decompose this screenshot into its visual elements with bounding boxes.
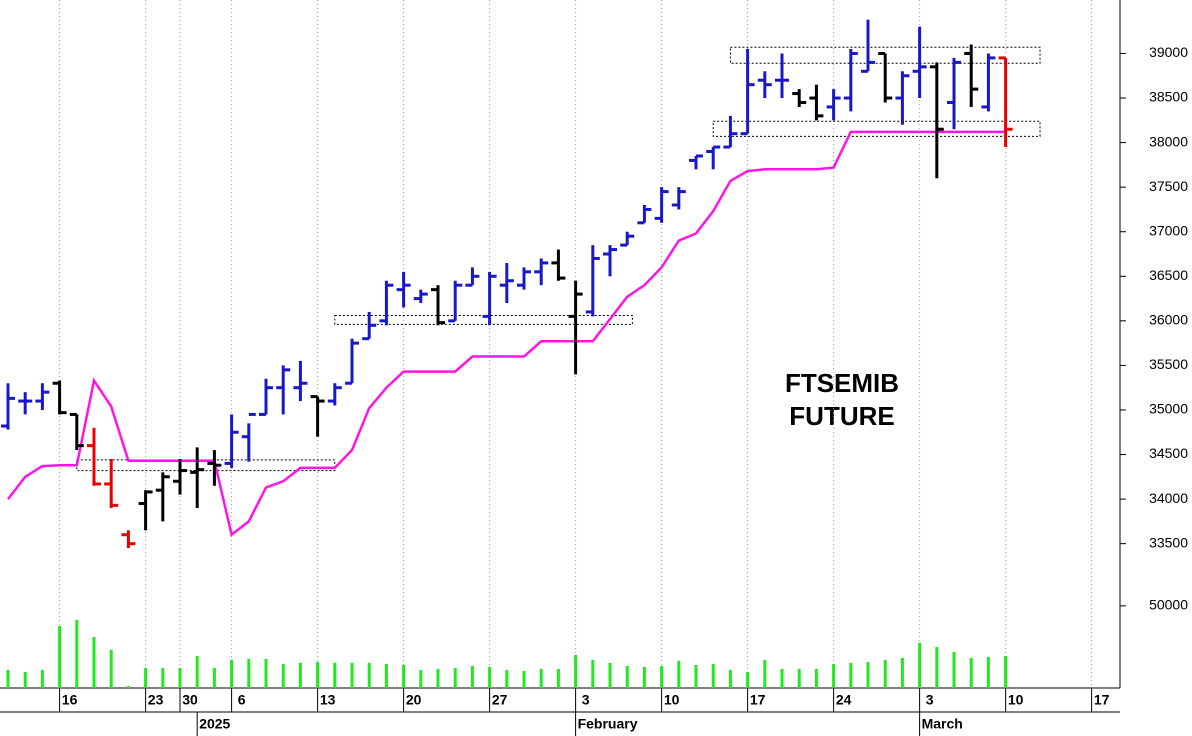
volume-bar xyxy=(350,662,354,688)
volume-bar xyxy=(969,657,973,688)
month-label: 2025 xyxy=(199,716,230,732)
volume-bar xyxy=(178,667,182,688)
volume-bar xyxy=(797,668,801,688)
y-tick-label: 36500 xyxy=(1149,267,1188,283)
y-tick-label: 33500 xyxy=(1149,534,1188,550)
volume-bar xyxy=(694,665,698,688)
volume-bar xyxy=(58,625,62,688)
volume-bar xyxy=(264,658,268,688)
volume-bar xyxy=(522,670,526,688)
volume-bar xyxy=(832,664,836,688)
month-label: February xyxy=(578,716,638,732)
volume-bar xyxy=(556,668,560,688)
volume-bar xyxy=(935,646,939,688)
chart-title: FUTURE xyxy=(789,401,894,431)
volume-bar xyxy=(780,668,784,688)
volume-bar xyxy=(470,665,474,688)
x-tick-label: 30 xyxy=(182,692,198,708)
x-tick-label: 24 xyxy=(836,692,852,708)
volume-bar xyxy=(281,664,285,688)
y-tick-label: 36000 xyxy=(1149,312,1188,328)
volume-bar xyxy=(75,619,79,688)
price-zone xyxy=(712,120,1041,137)
volume-bar xyxy=(40,669,44,688)
volume-bar xyxy=(6,669,10,688)
y-tick-label: 38500 xyxy=(1149,89,1188,105)
volume-bar xyxy=(900,657,904,688)
volume-bar xyxy=(230,659,234,688)
volume-bar xyxy=(574,654,578,688)
volume-bar xyxy=(763,659,767,688)
y-tick-label: 38000 xyxy=(1149,133,1188,149)
volume-bar xyxy=(952,651,956,688)
volume-bar xyxy=(505,669,509,688)
volume-bar xyxy=(711,664,715,688)
x-tick-label: 3 xyxy=(582,692,590,708)
x-tick-label: 27 xyxy=(492,692,508,708)
x-tick-label: 10 xyxy=(664,692,680,708)
x-tick-label: 6 xyxy=(238,692,246,708)
volume-bar xyxy=(986,656,990,688)
volume-bar xyxy=(849,662,853,688)
x-tick-label: 23 xyxy=(148,692,164,708)
x-tick-label: 10 xyxy=(1008,692,1024,708)
x-tick-label: 16 xyxy=(62,692,78,708)
volume-bar xyxy=(402,665,406,688)
x-tick-label: 3 xyxy=(926,692,934,708)
volume-bar xyxy=(642,666,646,688)
volume-bar xyxy=(126,686,130,688)
volume-bar xyxy=(625,665,629,688)
volume-bar xyxy=(92,636,96,688)
volume-bar xyxy=(109,649,113,688)
y-tick-label: 35000 xyxy=(1149,401,1188,417)
y-tick-label: 34000 xyxy=(1149,490,1188,506)
volume-bar xyxy=(1004,655,1008,688)
y-tick-label: 37000 xyxy=(1149,222,1188,238)
volume-bar xyxy=(436,668,440,688)
volume-bar xyxy=(918,642,922,688)
volume-bar xyxy=(333,662,337,688)
volume-bar xyxy=(419,669,423,688)
chart-title: FTSEMIB xyxy=(785,368,899,398)
volume-bar xyxy=(453,667,457,688)
y-tick-label: 39000 xyxy=(1149,44,1188,60)
volume-bar xyxy=(660,665,664,688)
volume-bar xyxy=(591,659,595,688)
y-tick-label: 34500 xyxy=(1149,445,1188,461)
volume-bar xyxy=(298,662,302,688)
volume-bar xyxy=(161,667,165,688)
volume-bar xyxy=(247,658,251,688)
month-label: March xyxy=(922,716,963,732)
volume-bar xyxy=(212,667,216,688)
volume-bar xyxy=(539,668,543,688)
volume-bar xyxy=(866,661,870,688)
y-tick-label: 35500 xyxy=(1149,356,1188,372)
volume-bar xyxy=(488,666,492,688)
volume-bar xyxy=(814,668,818,688)
volume-bar xyxy=(384,664,388,688)
x-tick-label: 13 xyxy=(320,692,336,708)
x-tick-label: 20 xyxy=(406,692,422,708)
volume-bar xyxy=(195,655,199,688)
volume-bar xyxy=(728,669,732,688)
volume-bar xyxy=(608,662,612,688)
volume-bar xyxy=(883,659,887,688)
volume-bar xyxy=(746,671,750,688)
x-tick-label: 17 xyxy=(750,692,766,708)
volume-bar xyxy=(316,661,320,688)
volume-bar xyxy=(144,667,148,688)
stop-line xyxy=(7,130,1006,537)
volume-bar xyxy=(367,662,371,688)
volume-bar xyxy=(23,671,27,688)
x-tick-label: 17 xyxy=(1094,692,1110,708)
y2-tick-label: 50000 xyxy=(1149,597,1188,613)
volume-bar xyxy=(677,660,681,688)
y-tick-label: 37500 xyxy=(1149,178,1188,194)
